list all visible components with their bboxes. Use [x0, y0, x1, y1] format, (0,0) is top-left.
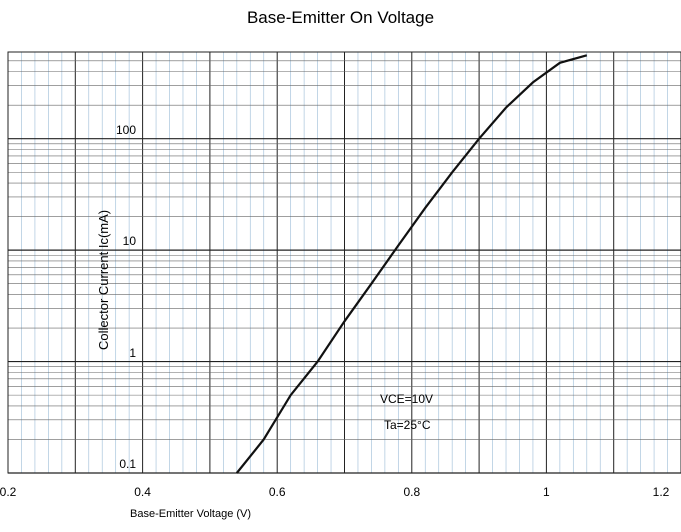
y-tick-label: 100 [96, 123, 136, 137]
x-tick-label: 0.4 [123, 485, 163, 499]
annotation-vce: VCE=10V [380, 392, 433, 406]
x-tick-label: 1 [526, 485, 566, 499]
x-tick-label: 0.8 [392, 485, 432, 499]
annotation-ta: Ta=25°C [384, 418, 431, 432]
y-tick-label: 1 [96, 346, 136, 360]
y-tick-label: 10 [96, 234, 136, 248]
x-tick-label: 1.2 [641, 485, 681, 499]
y-tick-label: 0.1 [96, 457, 136, 471]
x-axis-label: Base-Emitter Voltage (V) [130, 508, 251, 520]
x-tick-label: 0.2 [0, 485, 28, 499]
y-axis-label: Collector Current Ic(mA) [96, 210, 111, 350]
x-tick-label: 0.6 [257, 485, 297, 499]
